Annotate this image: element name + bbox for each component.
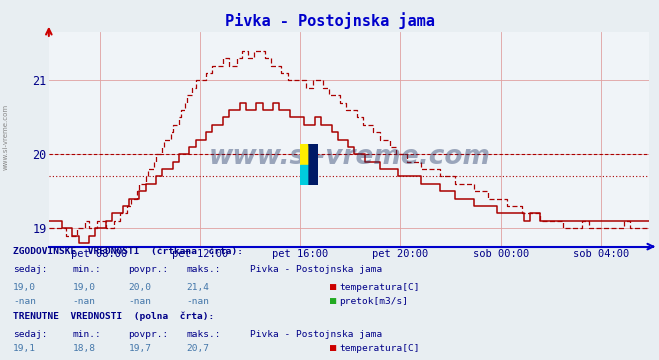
Text: Pivka - Postojnska jama: Pivka - Postojnska jama: [250, 330, 383, 339]
Text: ■: ■: [330, 282, 335, 292]
Text: 19,0: 19,0: [13, 283, 36, 292]
Text: 19,0: 19,0: [72, 283, 96, 292]
Text: 19,1: 19,1: [13, 344, 36, 353]
Polygon shape: [300, 165, 309, 185]
Text: povpr.:: povpr.:: [129, 265, 169, 274]
Text: www.si-vreme.com: www.si-vreme.com: [3, 104, 9, 170]
Text: maks.:: maks.:: [186, 265, 221, 274]
Text: pretok[m3/s]: pretok[m3/s]: [339, 297, 409, 306]
Text: 19,7: 19,7: [129, 344, 152, 353]
Text: Pivka - Postojnska jama: Pivka - Postojnska jama: [225, 13, 434, 30]
Text: 20,7: 20,7: [186, 344, 210, 353]
Text: ■: ■: [330, 343, 335, 353]
Polygon shape: [309, 144, 318, 185]
Text: sedaj:: sedaj:: [13, 330, 47, 339]
Text: temperatura[C]: temperatura[C]: [339, 344, 420, 353]
Text: sedaj:: sedaj:: [13, 265, 47, 274]
Text: 20,0: 20,0: [129, 283, 152, 292]
Text: maks.:: maks.:: [186, 330, 221, 339]
Text: www.si-vreme.com: www.si-vreme.com: [208, 144, 490, 170]
Text: min.:: min.:: [72, 265, 101, 274]
Text: -nan: -nan: [72, 297, 96, 306]
Text: min.:: min.:: [72, 330, 101, 339]
Polygon shape: [309, 144, 318, 185]
Text: 21,4: 21,4: [186, 283, 210, 292]
Text: -nan: -nan: [186, 297, 210, 306]
Text: povpr.:: povpr.:: [129, 330, 169, 339]
Text: ■: ■: [330, 359, 335, 360]
Text: temperatura[C]: temperatura[C]: [339, 283, 420, 292]
Text: -nan: -nan: [129, 297, 152, 306]
Text: TRENUTNE  VREDNOSTI  (polna  črta):: TRENUTNE VREDNOSTI (polna črta):: [13, 311, 214, 321]
Polygon shape: [300, 144, 309, 165]
Text: ■: ■: [330, 296, 335, 306]
Text: Pivka - Postojnska jama: Pivka - Postojnska jama: [250, 265, 383, 274]
Text: ZGODOVINSKE  VREDNOSTI  (črtkana  črta):: ZGODOVINSKE VREDNOSTI (črtkana črta):: [13, 247, 243, 256]
Text: -nan: -nan: [13, 297, 36, 306]
Text: 18,8: 18,8: [72, 344, 96, 353]
